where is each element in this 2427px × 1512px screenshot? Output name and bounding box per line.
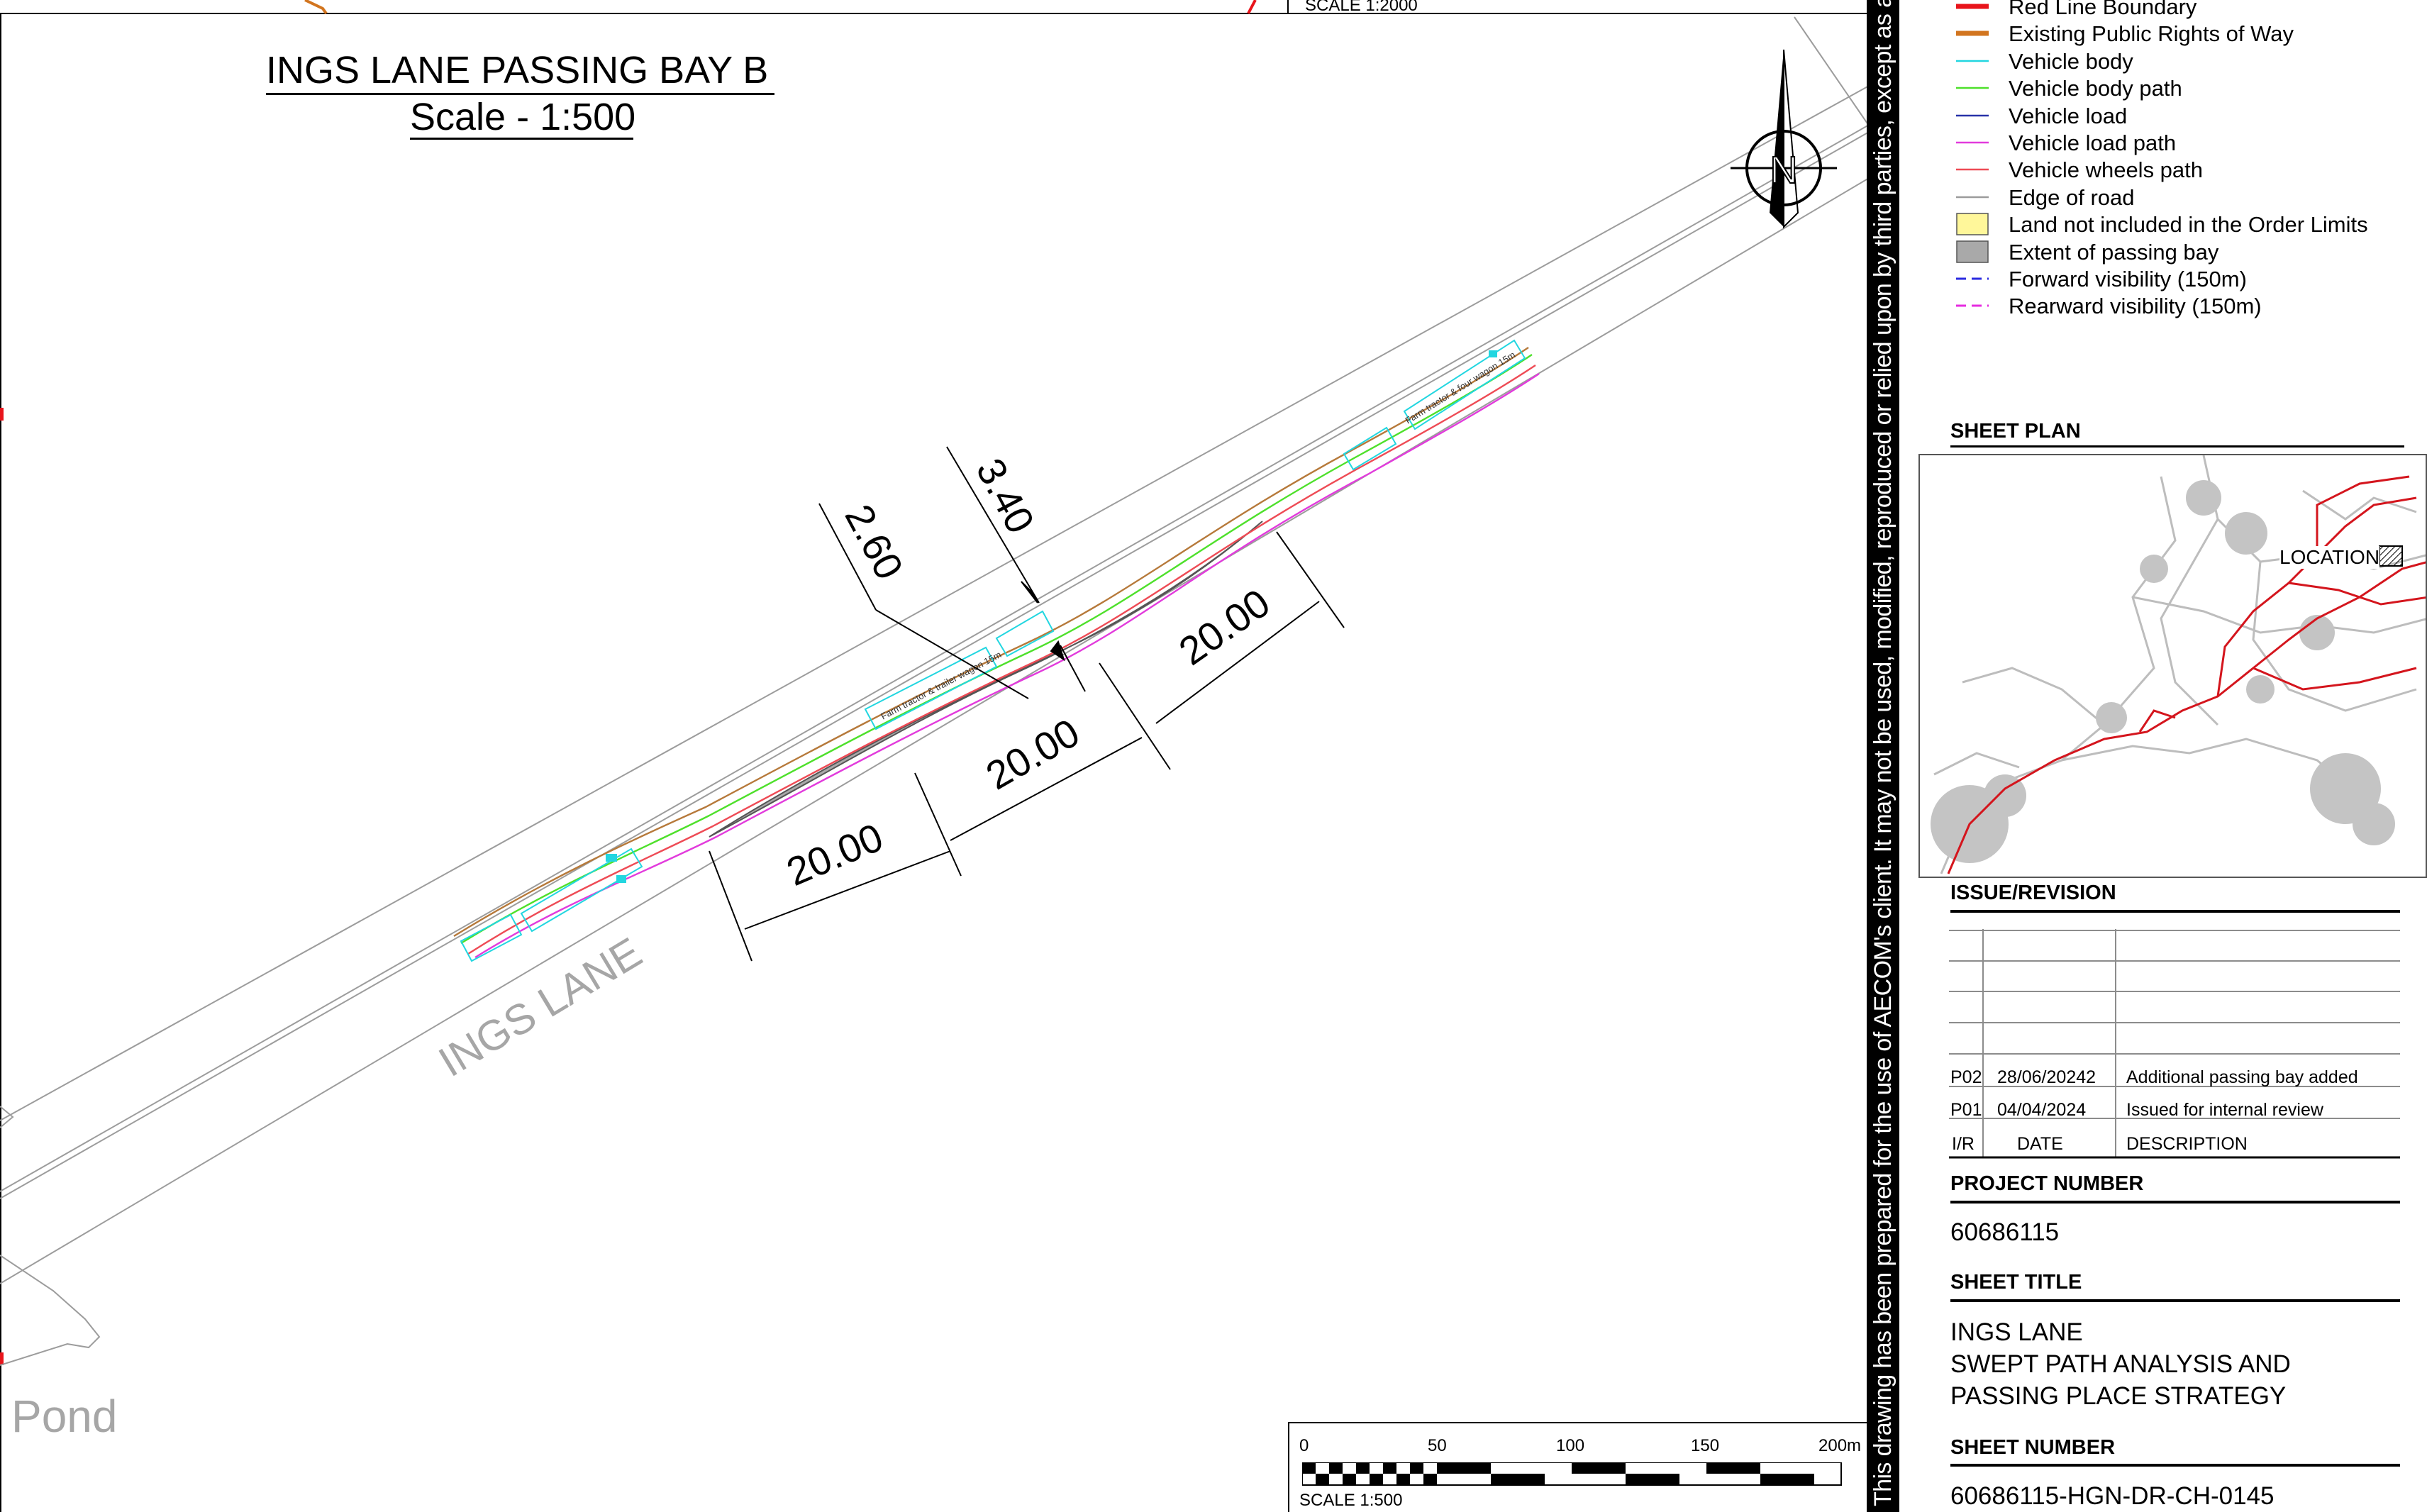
sheet-number-rule — [1950, 1464, 2400, 1467]
legend-label: Red Line Boundary — [2009, 0, 2197, 19]
legend-label: Rearward visibility (150m) — [2009, 294, 2262, 319]
pond-label: Pond — [11, 1391, 118, 1442]
drawing-scale-note: Scale - 1:500 — [410, 96, 636, 138]
legend-label: Land not included in the Order Limits — [2009, 212, 2368, 238]
north-label: N — [1770, 149, 1798, 191]
revision-table-grid — [1949, 929, 2400, 1159]
legend-symbol-icon — [1955, 211, 1990, 238]
dimension-label-4: 20.00 — [1171, 580, 1278, 674]
road-edges — [0, 16, 1871, 1366]
sheet-title-rule — [1950, 1299, 2400, 1302]
legend-label: Vehicle body path — [2009, 76, 2182, 101]
scale-underline — [410, 138, 633, 140]
sheet-title-line-2: SWEPT PATH ANALYSIS AND — [1950, 1350, 2291, 1378]
sheet-title-line-1: INGS LANE — [1950, 1318, 2083, 1346]
legend-label: Vehicle body — [2009, 48, 2133, 74]
legend-label: Forward visibility (150m) — [2009, 267, 2247, 291]
road-label: INGS LANE — [431, 928, 650, 1086]
scale-bar-label: SCALE 1:500 — [1299, 1491, 1403, 1510]
legend-label: Vehicle wheels path — [2009, 157, 2204, 183]
revision-header-description: DESCRIPTION — [2126, 1134, 2248, 1154]
dimension-text: 3.40 2.60 20.00 20.00 20.00 — [780, 451, 1278, 894]
sheet-plan-heading: SHEET PLAN — [1950, 420, 2081, 443]
dimension-lines — [709, 446, 1345, 962]
dimension-label-0: 3.40 — [967, 451, 1043, 540]
sheet-title-value: INGS LANE SWEPT PATH ANALYSIS AND PASSIN… — [1950, 1316, 2291, 1412]
title-underline — [266, 93, 774, 95]
legend-symbol-icon — [1955, 265, 1990, 292]
revision-cell-ir: P01 — [1950, 1100, 1982, 1120]
legend-symbol-icon — [1955, 129, 1990, 156]
disclaimer-text: This drawing has been prepared for the u… — [1867, 0, 1899, 1512]
drawing-title: INGS LANE PASSING BAY B — [266, 49, 769, 91]
legend-label: Vehicle load path — [2009, 130, 2177, 155]
scale-tick-50: 50 — [1428, 1436, 1447, 1455]
revision-header-ir: I/R — [1952, 1134, 1975, 1154]
dimension-label-1: 2.60 — [836, 497, 912, 587]
scale-tick-0: 0 — [1299, 1436, 1309, 1455]
revision-heading: ISSUE/REVISION — [1950, 882, 2116, 904]
scale-bar-graphic — [1302, 1462, 1842, 1486]
swept-paths — [453, 347, 1540, 959]
legend-symbol-icon — [1955, 292, 1990, 319]
plan-drawing: Farm tractor & trailer wagon 15m Farm tr… — [0, 0, 1872, 1512]
scale-bar: 0 50 100 150 200m SCALE 1:500 — [1288, 1422, 1872, 1512]
legend-symbol-icon — [1955, 20, 1990, 47]
sheet-number-value: 60686115-HGN-DR-CH-0145 — [1950, 1482, 2275, 1510]
legend-symbol-icon — [1955, 184, 1990, 211]
project-number-value: 60686115 — [1950, 1218, 2060, 1246]
scale-tick-200: 200m — [1818, 1436, 1862, 1455]
vehicle-bodies — [460, 339, 1526, 962]
location-label: LOCATION — [2279, 546, 2380, 569]
sheet-title-heading: SHEET TITLE — [1950, 1271, 2082, 1294]
revision-rule — [1950, 910, 2400, 913]
legend-symbol-icon — [1955, 48, 1990, 74]
sheet-plan-rule — [1950, 445, 2404, 448]
revision-cell-ir: P02 — [1950, 1067, 1982, 1087]
dimension-label-2: 20.00 — [780, 814, 889, 894]
sheet-plan-map: LOCATION — [1918, 454, 2427, 878]
revision-cell-date: 04/04/2024 — [1997, 1100, 2087, 1120]
overview-scale-label: SCALE 1:2000 — [1305, 0, 1418, 15]
legend-symbol-icon — [1955, 102, 1990, 129]
north-arrow-icon: N — [1731, 49, 1837, 229]
sheet-title-line-3: PASSING PLACE STRATEGY — [1950, 1382, 2287, 1410]
legend-label: Vehicle load — [2009, 103, 2128, 128]
scale-tick-100: 100 — [1556, 1436, 1585, 1455]
passing-bay-extent — [709, 521, 1263, 838]
revision-header-date: DATE — [2017, 1134, 2063, 1154]
revision-cell-date: 28/06/20242 — [1997, 1067, 2096, 1087]
legend-label: Existing Public Rights of Way — [2009, 21, 2294, 47]
legend-label: Extent of passing bay — [2009, 239, 2219, 265]
scale-tick-150: 150 — [1691, 1436, 1720, 1455]
revision-cell-description: Additional passing bay added — [2126, 1067, 2358, 1087]
legend-symbol-icon — [1955, 156, 1990, 183]
sheet-number-heading: SHEET NUMBER — [1950, 1436, 2116, 1459]
legend-symbol-icon — [1955, 238, 1990, 265]
legend-symbol-icon — [1955, 74, 1990, 101]
legend-label: Edge of road — [2009, 184, 2135, 210]
legend-symbol-icon — [1955, 0, 1990, 20]
project-number-rule — [1950, 1201, 2400, 1204]
dimension-label-3: 20.00 — [979, 710, 1087, 799]
project-number-heading: PROJECT NUMBER — [1950, 1172, 2144, 1195]
revision-cell-description: Issued for internal review — [2126, 1100, 2323, 1120]
